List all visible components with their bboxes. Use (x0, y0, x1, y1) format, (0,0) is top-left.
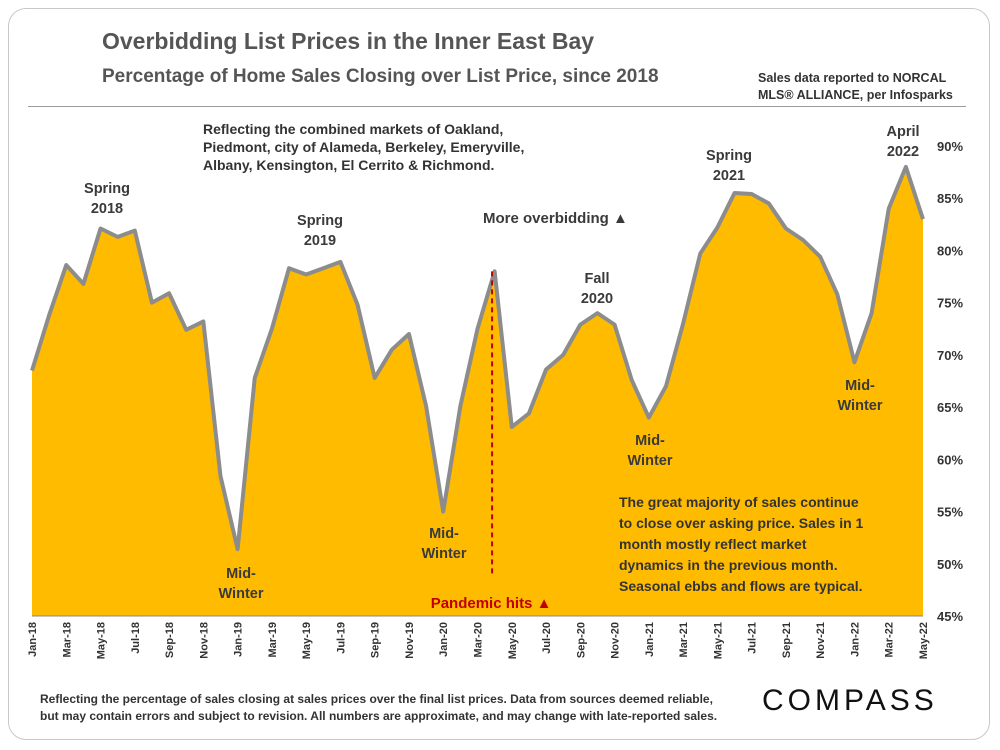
x-tick-label: Jul-18 (130, 622, 142, 654)
annotation-label-line2: Winter (838, 398, 883, 414)
x-tick-label: Sep-20 (575, 622, 587, 658)
summary-note-line: Seasonal ebbs and flows are typical. (619, 578, 863, 594)
x-tick-label: Jan-22 (849, 622, 861, 657)
y-tick-label: 50% (937, 557, 963, 572)
pandemic-label: Pandemic hits ▲ (431, 595, 552, 612)
markets-note-line: Piedmont, city of Alameda, Berkeley, Eme… (203, 139, 524, 155)
annotation-label-line2: Winter (219, 586, 264, 602)
source-line-2: MLS® ALLIANCE, per Infosparks (758, 88, 953, 102)
y-tick-label: 90% (937, 139, 963, 154)
x-tick-label: Jan-18 (27, 622, 39, 657)
annotation-label-line1: Mid- (226, 566, 256, 582)
annotation-label-line1: Mid- (429, 526, 459, 542)
annotation-label-line1: Fall (585, 271, 610, 287)
x-tick-label: Jul-19 (335, 622, 347, 654)
y-tick-label: 80% (937, 243, 963, 258)
area-fill (32, 166, 923, 616)
x-tick-label: Nov-20 (610, 622, 622, 659)
x-tick-label: Jul-20 (541, 622, 553, 654)
annotation-label-line1: Mid- (845, 378, 875, 394)
footnote-line-1: Reflecting the percentage of sales closi… (40, 692, 713, 706)
y-tick-label: 70% (937, 348, 963, 363)
x-tick-label: Sep-21 (781, 622, 793, 658)
annotation-label-line1: Mid- (635, 433, 665, 449)
x-tick-label: Nov-18 (198, 622, 210, 659)
annotation-label-line2: 2018 (91, 201, 123, 217)
y-tick-label: 85% (937, 191, 963, 206)
x-tick-label: Jan-20 (438, 622, 450, 657)
source-line-1: Sales data reported to NORCAL (758, 71, 947, 85)
annotation-label-line2: 2022 (887, 144, 919, 160)
x-tick-label: Jul-21 (747, 622, 759, 654)
x-tick-label: Nov-21 (815, 622, 827, 659)
summary-note-line: The great majority of sales continue (619, 494, 859, 510)
chart-subtitle: Percentage of Home Sales Closing over Li… (102, 66, 659, 87)
x-tick-label: Jan-21 (644, 622, 656, 657)
markets-note-line: Albany, Kensington, El Cerrito & Richmon… (203, 157, 494, 173)
x-tick-label: May-22 (918, 622, 930, 659)
y-tick-label: 65% (937, 400, 963, 415)
chart-title: Overbidding List Prices in the Inner Eas… (102, 28, 595, 54)
x-tick-label: Mar-22 (884, 622, 896, 657)
footnote: Reflecting the percentage of sales closi… (40, 691, 740, 725)
markets-note-line: Reflecting the combined markets of Oakla… (203, 121, 503, 137)
x-tick-label: May-18 (96, 622, 108, 659)
compass-logo: COMPASS (762, 684, 938, 717)
y-tick-label: 75% (937, 296, 963, 311)
summary-note-line: month mostly reflect market (619, 536, 807, 552)
x-tick-label: Jan-19 (233, 622, 245, 657)
annotation-label-line1: Spring (84, 181, 130, 197)
summary-note-line: to close over asking price. Sales in 1 (619, 515, 864, 531)
summary-note-line: dynamics in the previous month. (619, 557, 838, 573)
x-tick-label: May-19 (301, 622, 313, 659)
y-tick-label: 60% (937, 452, 963, 467)
x-tick-label: Mar-20 (473, 622, 485, 657)
annotation-label-line2: 2020 (581, 291, 613, 307)
annotation-label-line1: Spring (706, 148, 752, 164)
more-overbidding-label: More overbidding ▲ (483, 210, 628, 227)
y-tick-label: 45% (937, 609, 963, 624)
x-tick-label: May-21 (712, 622, 724, 659)
x-tick-label: Mar-21 (678, 622, 690, 657)
x-tick-label: Nov-19 (404, 622, 416, 659)
annotation-label-line2: 2019 (304, 233, 336, 249)
x-tick-label: Mar-18 (61, 622, 73, 657)
x-tick-label: May-20 (507, 622, 519, 659)
x-tick-label: Sep-18 (164, 622, 176, 658)
annotation-label-line1: April (886, 124, 919, 140)
footnote-line-2: but may contain errors and subject to re… (40, 709, 718, 723)
annotation-label-line2: Winter (422, 546, 467, 562)
x-tick-label: Mar-19 (267, 622, 279, 657)
annotation-label-line1: Spring (297, 213, 343, 229)
y-tick-label: 55% (937, 505, 963, 520)
source-note: Sales data reported to NORCAL MLS® ALLIA… (758, 70, 968, 104)
x-tick-label: Sep-19 (370, 622, 382, 658)
annotation-label-line2: Winter (628, 453, 673, 469)
annotation-label-line2: 2021 (713, 168, 745, 184)
header-divider (28, 106, 966, 107)
